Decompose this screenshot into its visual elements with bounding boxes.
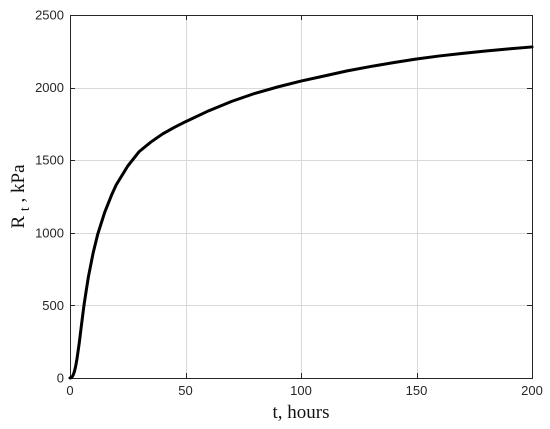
y-tick-label: 2500 — [35, 8, 64, 23]
grid — [70, 15, 532, 378]
y-tick-label: 500 — [42, 298, 64, 313]
x-tick-label: 50 — [178, 383, 192, 398]
series-line — [68, 45, 534, 380]
y-axis-title-unit: , kPa — [8, 164, 29, 203]
series-layer — [68, 45, 534, 380]
y-axis-title-main: R — [8, 216, 29, 229]
x-tick-label: 150 — [406, 383, 428, 398]
x-tick-label: 200 — [521, 383, 543, 398]
y-tick-label: 2000 — [35, 80, 64, 95]
y-tick-label: 0 — [57, 371, 64, 386]
x-tick-label: 0 — [66, 383, 73, 398]
x-axis-title: t, hours — [273, 402, 330, 423]
axes — [70, 15, 533, 379]
y-axis-title: R t , kPa — [8, 164, 34, 229]
y-tick-label: 1500 — [35, 153, 64, 168]
y-tick-label: 1000 — [35, 225, 64, 240]
x-tick-label: 100 — [290, 383, 312, 398]
y-axis-title-subscript: t — [18, 207, 33, 211]
